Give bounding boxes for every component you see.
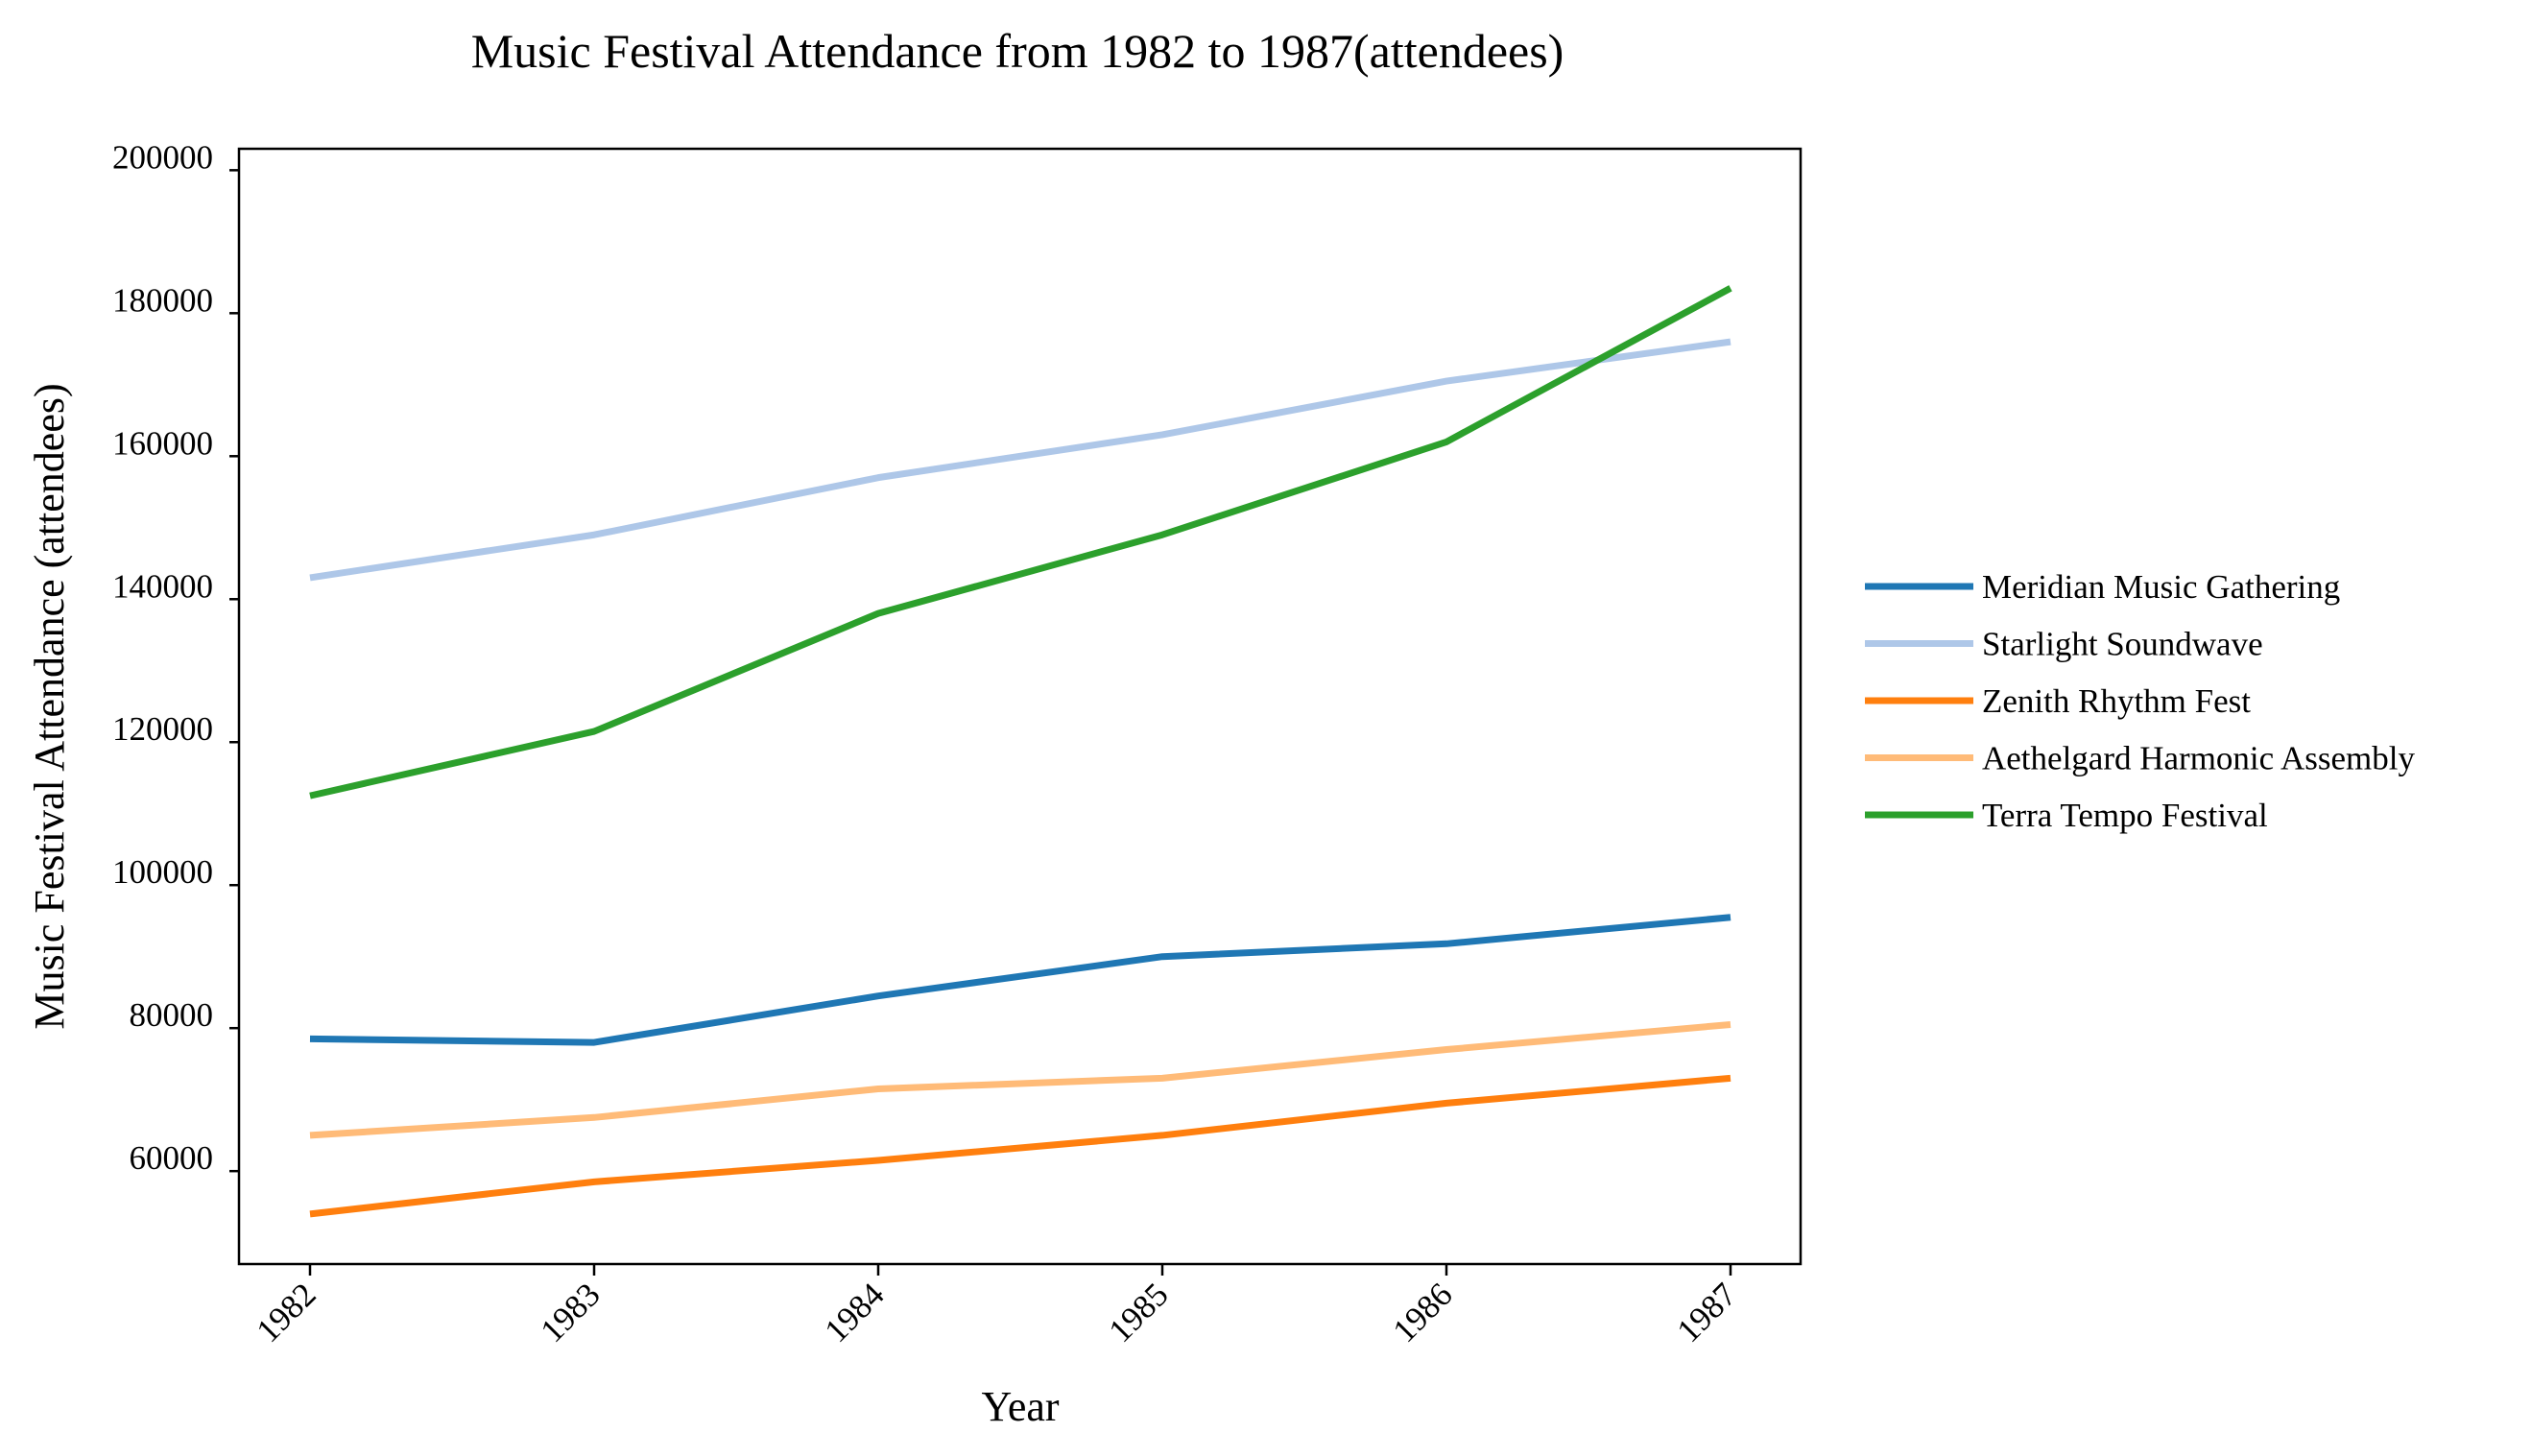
x-tick-label: 1982 [250,1276,323,1349]
x-tick-label: 1985 [1102,1276,1176,1349]
series-line-5 [309,285,1732,800]
x-axis: 1982 1983 1984 1985 1986 1987 [250,1264,1744,1349]
legend-label: Starlight Soundwave [1982,626,2263,663]
series-line-4 [309,1020,1731,1139]
y-tick-label: 200000 [112,138,213,176]
y-axis-label: Music Festival Attendance (attendees) [26,383,73,1029]
plot-frame [237,147,1803,1266]
y-axis: 60000 80000 100000 120000 140000 160000 180000… [112,138,239,1177]
series-line-3 [309,1074,1731,1218]
y-tick-label: 160000 [112,424,213,462]
y-tick-label: 180000 [112,281,213,319]
legend-label: Terra Tempo Festival [1982,797,2268,834]
legend-label: Meridian Music Gathering [1982,568,2340,606]
y-tick-label: 100000 [112,853,213,891]
y-tick-label: 120000 [112,710,213,748]
y-tick-label: 80000 [130,996,214,1034]
x-axis-label: Year [981,1383,1059,1430]
series-line-2 [309,338,1731,582]
x-tick-label: 1984 [818,1276,892,1349]
legend: Meridian Music Gathering Starlight Soundw… [1865,568,2416,834]
y-tick-label: 140000 [112,567,213,605]
chart-title: Music Festival Attendance from 1982 to 1… [471,24,1564,78]
x-tick-label: 1983 [534,1276,608,1349]
plot-area: 60000 80000 100000 120000 140000 160000 180000… [112,138,1803,1349]
x-tick-label: 1987 [1670,1276,1744,1349]
x-tick-label: 1986 [1386,1276,1460,1349]
series-lines [309,285,1732,1218]
series-line-1 [309,914,1731,1046]
legend-label: Aethelgard Harmonic Assembly [1982,740,2416,777]
y-tick-label: 60000 [130,1139,214,1177]
legend-label: Zenith Rhythm Fest [1982,682,2251,720]
